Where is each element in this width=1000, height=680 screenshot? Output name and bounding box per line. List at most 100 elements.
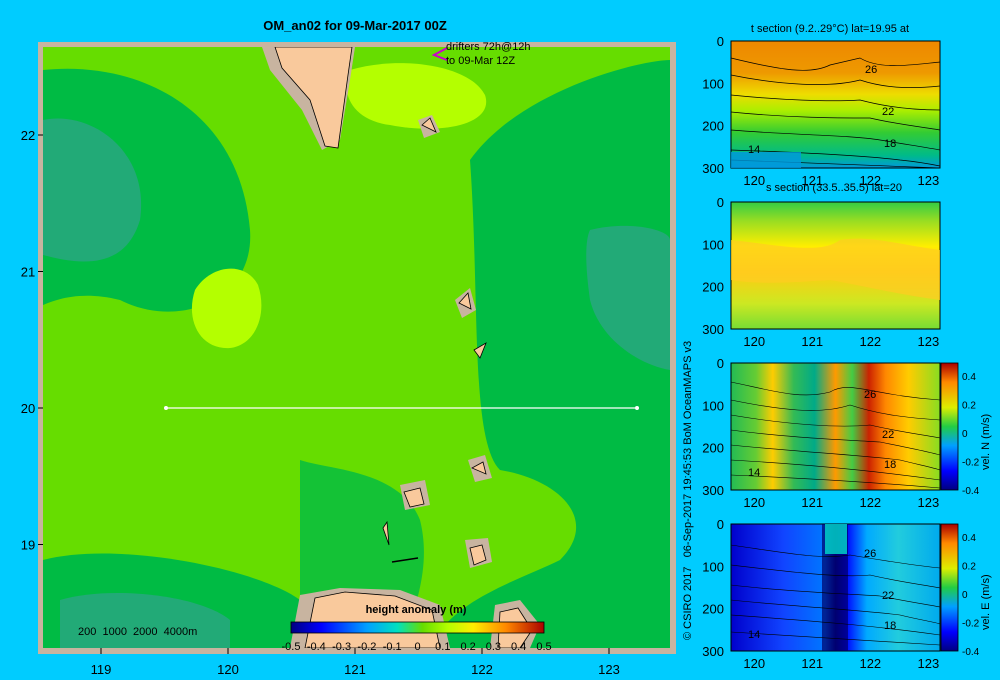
s-section-title: s section (33.5..35.5) lat=20 (766, 182, 902, 194)
t-contour-label-18: 18 (884, 138, 896, 150)
vn-contour-label-22: 22 (882, 429, 894, 441)
lon-tick-label: 121 (801, 173, 823, 188)
colorbar-tick-label: 0.2 (962, 562, 976, 573)
ve-contour-label-26: 26 (864, 548, 876, 560)
colorbar-tick-label: -0.5 (282, 641, 301, 653)
colorbar-tick-labels: -0.5 -0.4 -0.3 -0.2 -0.1 0 0.1 0.2 0.3 0.4 0.5 (282, 641, 552, 653)
depth-tick-label: 100 (702, 559, 724, 574)
colorbar-tick-label: -0.3 (332, 641, 351, 653)
colorbar-tick-label: -0.2 (357, 641, 376, 653)
t-section-cold-patch (731, 152, 801, 168)
lon-tick-label: 120 (743, 173, 765, 188)
lon-tick-label: 122 (859, 495, 881, 510)
vn-section-contours (730, 381, 941, 489)
vn-colorbar-ticks: 0.4 0.2 0 -0.2 -0.4 (962, 372, 980, 497)
t-section-panel: t section (9.2..29°C) lat=19.95 at 26 22… (702, 23, 941, 188)
vn-section-y-ticks: 0 100 200 300 (702, 356, 724, 498)
t-contour-label-26: 26 (865, 64, 877, 76)
lon-tick-label: 123 (918, 495, 940, 510)
s-section-high-band (731, 238, 940, 300)
s-section-panel: s section (33.5..35.5) lat=20 0 100 200 300… (702, 182, 941, 349)
lon-tick-label: 120 (743, 334, 765, 349)
colorbar-tick-label: 0.3 (486, 641, 501, 653)
colorbar-tick-label: 0 (414, 641, 420, 653)
colorbar-tick-label: -0.4 (962, 647, 980, 658)
lon-tick-label: 123 (918, 656, 940, 671)
ve-section-upper-patch (825, 524, 847, 554)
colorbar-tick-label: 0.1 (435, 641, 450, 653)
vn-section-panel: 26 22 18 14 0.4 0.2 0 -0.2 -0.4 vel. N (m/s)… (702, 356, 992, 510)
depth-tick-label: 200 (702, 280, 724, 295)
depth-tick-label: 300 (702, 161, 724, 176)
lat-tick-label: 22 (21, 128, 35, 143)
drifters-label-line1: drifters 72h@12h (446, 41, 531, 53)
t-section-x-ticks: 120 121 122 123 (743, 173, 939, 188)
lon-tick-label: 122 (471, 662, 493, 677)
depth-tick-label: 0 (717, 356, 724, 371)
vn-contour-label-26: 26 (864, 389, 876, 401)
t-contour-label-14: 14 (748, 144, 760, 156)
colorbar-tick-label: -0.2 (962, 619, 980, 630)
ve-contour-label-18: 18 (884, 620, 896, 632)
colorbar-tick-label: 0 (962, 590, 968, 601)
t-contour-label-22: 22 (882, 106, 894, 118)
ve-colorbar (940, 523, 959, 652)
colorbar-tick-label: 0.4 (962, 372, 976, 383)
lon-tick-label: 119 (91, 662, 112, 677)
lon-tick-label: 121 (801, 495, 823, 510)
colorbar-tick-label: -0.4 (962, 486, 980, 497)
section-line-start-marker (164, 406, 168, 410)
s-section-y-ticks: 0 100 200 300 (702, 195, 724, 337)
colorbar-tick-label: 0.5 (536, 641, 551, 653)
t-section-contours (730, 57, 941, 169)
colorbar-tick-label: -0.4 (307, 641, 326, 653)
depth-tick-label: 0 (717, 34, 724, 49)
longitude-tick-labels: 119 120 121 122 123 (91, 648, 620, 677)
lat-tick-label: 19 (21, 538, 35, 553)
lon-tick-label: 123 (918, 334, 940, 349)
lon-tick-label: 123 (598, 662, 620, 677)
t-section-plot (730, 40, 941, 169)
t-section-title: t section (9.2..29°C) lat=19.95 at (751, 23, 909, 35)
lon-tick-label: 120 (743, 656, 765, 671)
colorbar-tick-label: -0.2 (962, 458, 980, 469)
t-section-y-ticks: 0 100 200 300 (702, 34, 724, 176)
drifters-label-line2: to 09-Mar 12Z (446, 55, 515, 67)
lon-tick-label: 121 (801, 334, 823, 349)
depth-tick-label: 300 (702, 644, 724, 659)
colorbar-title: height anomaly (m) (366, 604, 467, 616)
height-anomaly-field (43, 47, 670, 648)
depth-tick-label: 0 (717, 195, 724, 210)
vn-section-plot (730, 362, 941, 491)
ve-contour-label-22: 22 (882, 590, 894, 602)
vn-contour-label-14: 14 (748, 467, 760, 479)
colorbar-tick-label: 0.4 (962, 533, 976, 544)
section-line-end-marker (635, 406, 639, 410)
colorbar-tick-label: -0.1 (383, 641, 402, 653)
lon-tick-label: 121 (801, 656, 823, 671)
depth-tick-label: 300 (702, 483, 724, 498)
depth-tick-label: 0 (717, 517, 724, 532)
colorbar-tick-label: 0.2 (460, 641, 475, 653)
s-section-x-ticks: 120 121 122 123 (743, 334, 939, 349)
height-colorbar (290, 621, 545, 634)
ve-contour-label-14: 14 (748, 629, 760, 641)
colorbar-tick-label: 0.2 (962, 401, 976, 412)
lon-tick-label: 122 (859, 334, 881, 349)
depth-tick-label: 300 (702, 322, 724, 337)
lon-tick-label: 120 (743, 495, 765, 510)
ve-section-panel: 26 22 18 14 0.4 0.2 0 -0.2 -0.4 vel. E (m/s)… (702, 517, 992, 671)
map-title: OM_an02 for 09-Mar-2017 00Z (263, 18, 447, 33)
depth-tick-label: 100 (702, 398, 724, 413)
colorbar-tick-label: 0 (962, 429, 968, 440)
vn-contour-label-18: 18 (884, 459, 896, 471)
depth-legend: 200 1000 2000 4000m (78, 626, 197, 638)
credit-text: © CSIRO 2017 06-Sep-2017 19:45:53 BoM Oc… (682, 341, 694, 640)
main-map: OM_an02 for 09-Mar-2017 00Z (21, 18, 676, 677)
vn-section-x-ticks: 120 121 122 123 (743, 495, 939, 510)
depth-tick-label: 100 (702, 237, 724, 252)
latitude-tick-labels: 22 21 20 19 (21, 128, 43, 553)
lon-tick-label: 120 (217, 662, 239, 677)
lon-tick-label: 122 (859, 173, 881, 188)
ve-colorbar-label: vel. E (m/s) (980, 574, 992, 630)
